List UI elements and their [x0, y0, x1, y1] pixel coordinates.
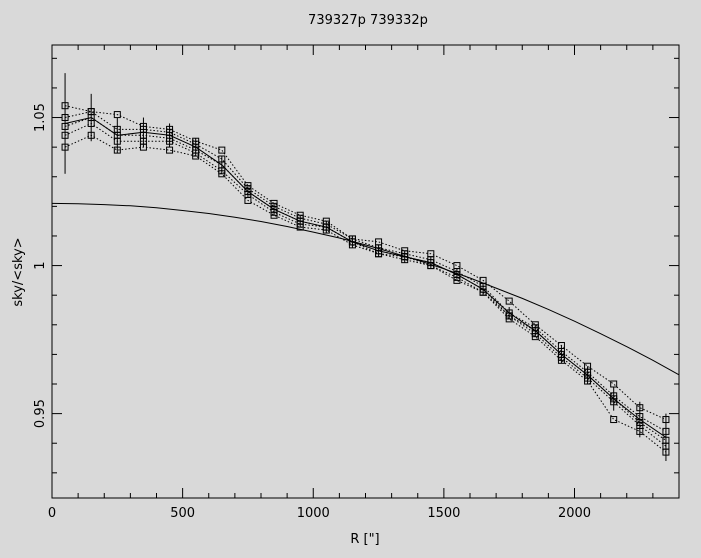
axis-ticks: [51, 45, 680, 498]
model-curve-line: [51, 202, 680, 376]
series-4-line: [64, 122, 667, 447]
plot-frame: [51, 44, 680, 499]
series-1-point: [610, 380, 618, 388]
x-tick-label: 2000: [558, 506, 591, 521]
x-axis-label: R ["]: [350, 532, 379, 547]
y-tick-label: 0.95: [33, 399, 48, 428]
series-1-point: [453, 262, 461, 270]
x-tick-label: 0: [48, 506, 56, 521]
tick-labels: 0 500 1000 1500 2000 0.95 1 1.05: [33, 103, 591, 521]
mean-line: [64, 116, 667, 438]
series-5-line: [64, 134, 667, 453]
series-2-line: [64, 111, 667, 432]
series-1-point: [218, 146, 226, 154]
series-1-point: [505, 297, 513, 305]
error-bars: [64, 73, 667, 461]
series-3-line: [64, 116, 667, 441]
chart-title: 739327p 739332p: [308, 13, 428, 28]
series-1-line: [64, 105, 667, 420]
model-curve: [51, 202, 680, 376]
y-tick-label: 1.05: [33, 103, 48, 132]
x-tick-label: 1500: [427, 506, 460, 521]
x-tick-label: 1000: [297, 506, 330, 521]
data-series: [61, 102, 670, 456]
series-5-point: [610, 416, 618, 424]
y-axis-label: sky/<sky>: [11, 237, 26, 306]
y-tick-label: 1: [33, 261, 48, 269]
x-tick-label: 500: [170, 506, 195, 521]
